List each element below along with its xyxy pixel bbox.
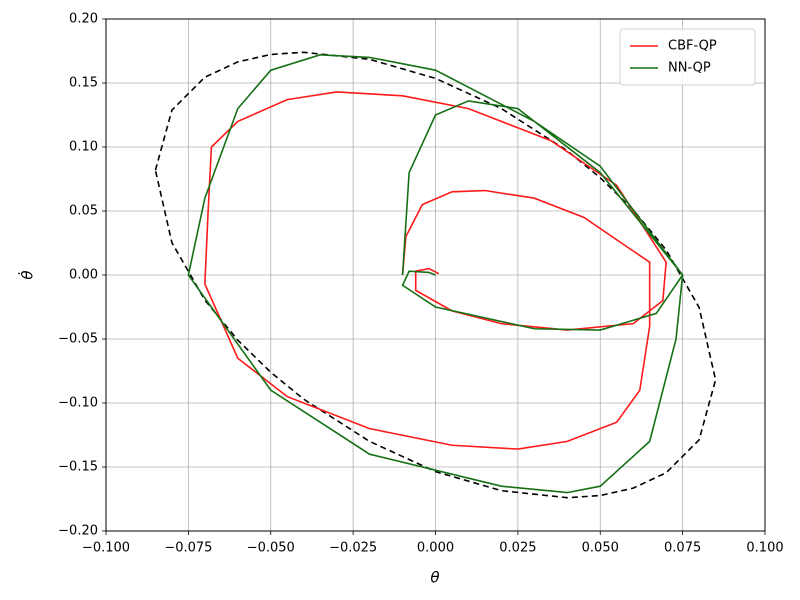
x-tick-label: 0.075 xyxy=(664,541,701,556)
x-tick-label: −0.075 xyxy=(164,541,212,556)
y-tick-label: 0.05 xyxy=(69,204,98,219)
y-tick-label: −0.15 xyxy=(58,460,98,475)
x-axis-label: θ xyxy=(430,569,439,587)
x-tick-label: 0.100 xyxy=(746,541,783,556)
legend-label: NN-QP xyxy=(668,61,711,76)
y-tick-label: −0.10 xyxy=(58,396,98,411)
x-tick-label: 0.025 xyxy=(499,541,536,556)
x-tick-label: −0.025 xyxy=(329,541,377,556)
x-tick-label: −0.100 xyxy=(82,541,130,556)
series-line xyxy=(187,54,684,494)
x-tick-label: −0.050 xyxy=(247,541,295,556)
y-tick-label: 0.10 xyxy=(69,140,98,155)
y-tick-label: 0.15 xyxy=(69,76,98,91)
y-tick-label: −0.05 xyxy=(58,332,98,347)
y-tick-label: −0.20 xyxy=(58,524,98,539)
legend-label: CBF-QP xyxy=(668,39,717,54)
y-tick-label: 0.20 xyxy=(69,12,98,27)
boundary-line xyxy=(154,51,717,499)
legend: CBF-QP NN-QP xyxy=(619,28,756,86)
y-tick-label: 0.00 xyxy=(69,268,98,283)
plot-frame xyxy=(105,18,766,532)
x-tick-label: 0.000 xyxy=(417,541,454,556)
y-axis-label: θ̇ xyxy=(18,270,37,279)
legend-box xyxy=(619,28,756,86)
x-tick-label: 0.050 xyxy=(582,541,619,556)
